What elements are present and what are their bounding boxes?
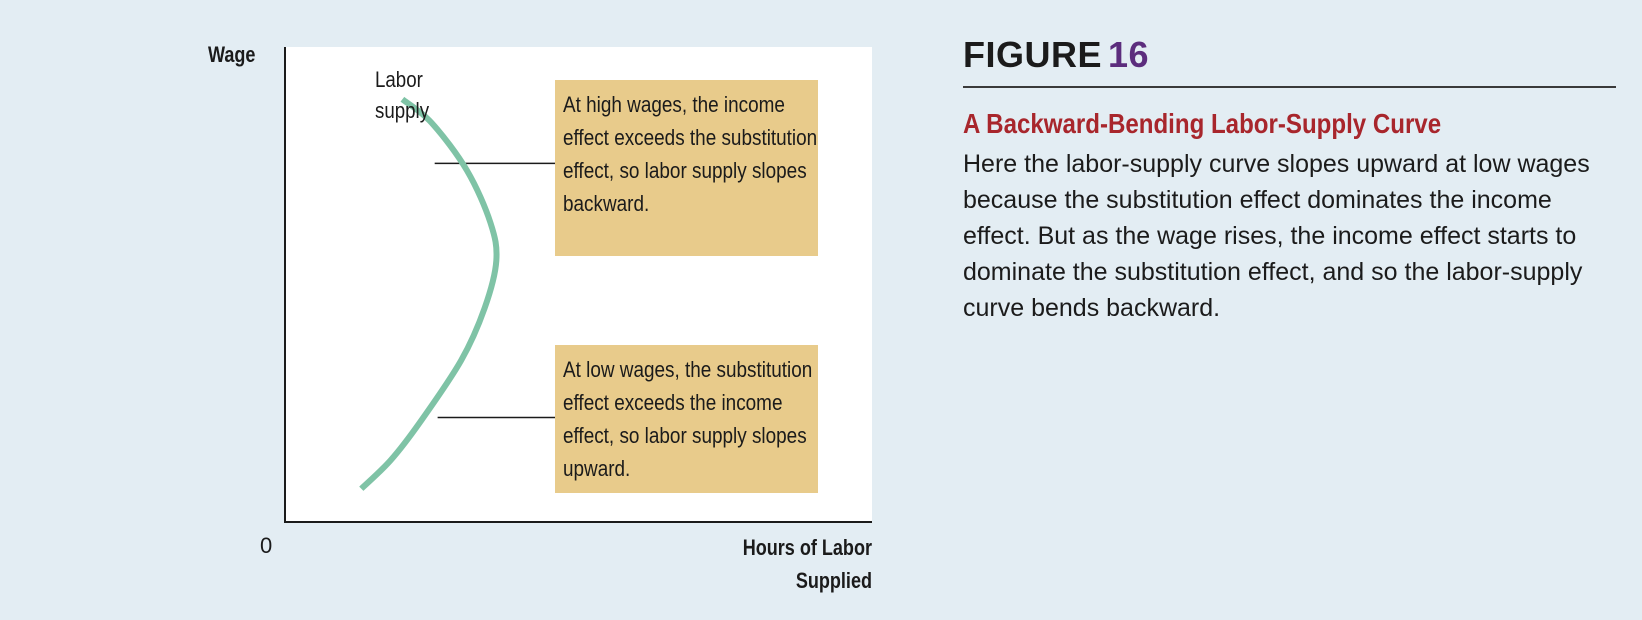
figure-title: A Backward-Bending Labor-Supply Curve bbox=[963, 108, 1442, 139]
x-axis-label-line1: Hours of Labor bbox=[742, 535, 872, 560]
callout-high-wages-text: At high wages, the income effect exceeds… bbox=[563, 92, 818, 216]
figure-label: FIGURE bbox=[963, 34, 1103, 75]
callout-high-wages: At high wages, the income effect exceeds… bbox=[555, 80, 818, 256]
figure-heading: FIGURE 16 bbox=[963, 34, 1149, 76]
figure-caption: Here the labor-supply curve slopes upwar… bbox=[963, 150, 1590, 322]
x-axis-label-line2: Supplied bbox=[795, 568, 872, 593]
y-axis-label: Wage bbox=[208, 42, 256, 67]
callout-low-wages: At low wages, the substitution effect ex… bbox=[555, 345, 818, 493]
origin-label: 0 bbox=[260, 533, 273, 558]
figure-number: 16 bbox=[1108, 34, 1150, 75]
series-label-line1: Labor bbox=[375, 67, 423, 92]
x-axis-label: Hours of Labor Supplied bbox=[692, 531, 872, 597]
heading-rule bbox=[963, 86, 1616, 88]
callout-low-wages-text: At low wages, the substitution effect ex… bbox=[563, 357, 813, 481]
series-label-line2: supply bbox=[375, 98, 430, 123]
labor-supply-curve bbox=[359, 96, 500, 491]
series-label: Labor supply bbox=[375, 64, 443, 126]
